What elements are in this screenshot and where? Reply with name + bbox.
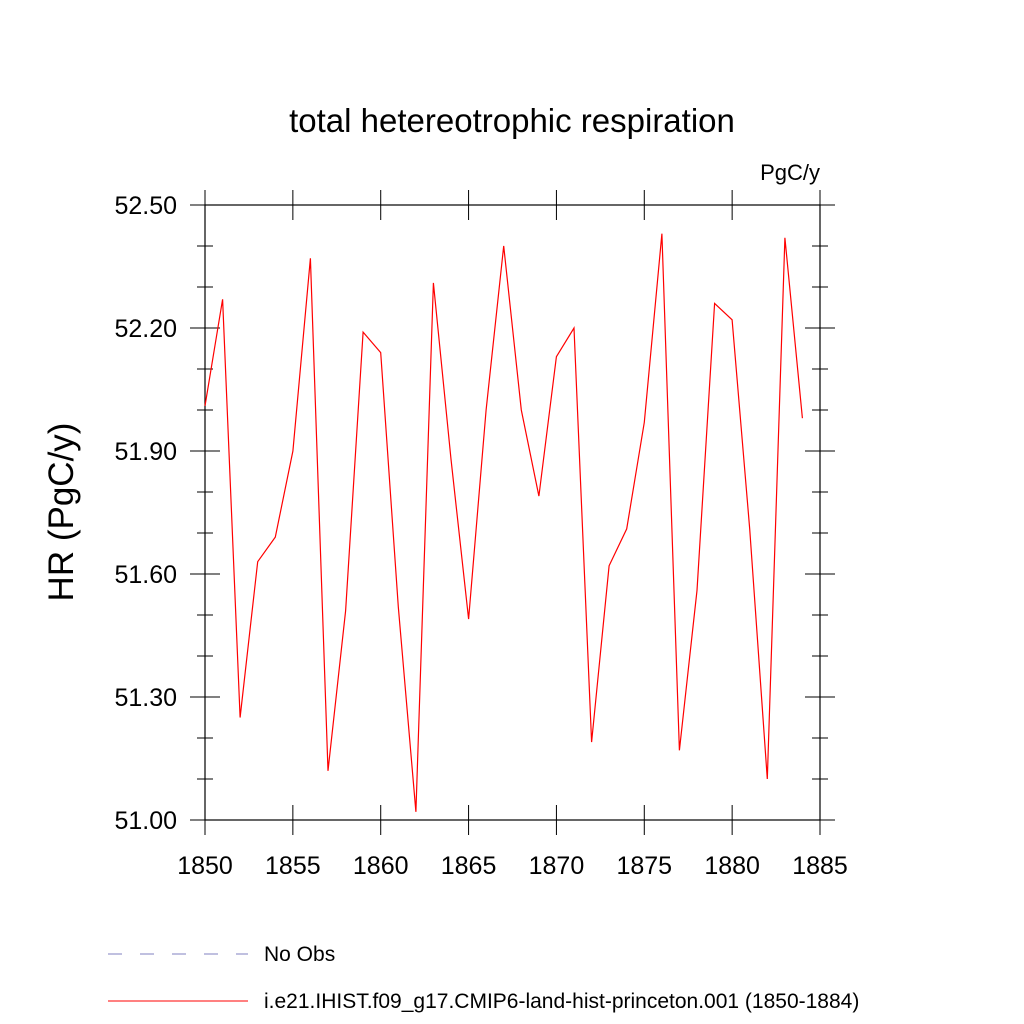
y-tick-label: 51.30 — [114, 684, 177, 712]
series-line — [204, 233, 803, 812]
tick-labels: 1850 1855 1860 1865 1870 1875 1880 1885 51.00 51.… — [114, 192, 847, 880]
y-tick-label: 52.20 — [114, 315, 177, 343]
plot-frame — [204, 204, 821, 821]
x-tick-label: 1885 — [792, 852, 848, 880]
series-lines — [204, 233, 803, 812]
units-label: PgC/y — [760, 160, 820, 185]
x-tick-label: 1875 — [616, 852, 672, 880]
x-tick-label: 1855 — [265, 852, 321, 880]
axis-ticks — [190, 190, 835, 835]
legend: No Obs i.e21.IHIST.f09_g17.CMIP6-land-his… — [108, 943, 859, 1013]
x-tick-label: 1850 — [177, 852, 233, 880]
y-tick-label: 52.50 — [114, 192, 177, 220]
x-tick-label: 1865 — [441, 852, 497, 880]
chart-title: total hetereotrophic respiration — [289, 102, 735, 139]
x-tick-label: 1860 — [353, 852, 409, 880]
x-tick-label: 1870 — [529, 852, 585, 880]
y-tick-label: 51.00 — [114, 807, 177, 835]
y-axis-label: HR (PgC/y) — [42, 423, 81, 602]
y-tick-label: 51.60 — [114, 561, 177, 589]
x-tick-label: 1880 — [704, 852, 760, 880]
legend-label: No Obs — [264, 943, 335, 966]
legend-label: i.e21.IHIST.f09_g17.CMIP6-land-hist-prin… — [264, 990, 859, 1013]
y-tick-label: 51.90 — [114, 438, 177, 466]
